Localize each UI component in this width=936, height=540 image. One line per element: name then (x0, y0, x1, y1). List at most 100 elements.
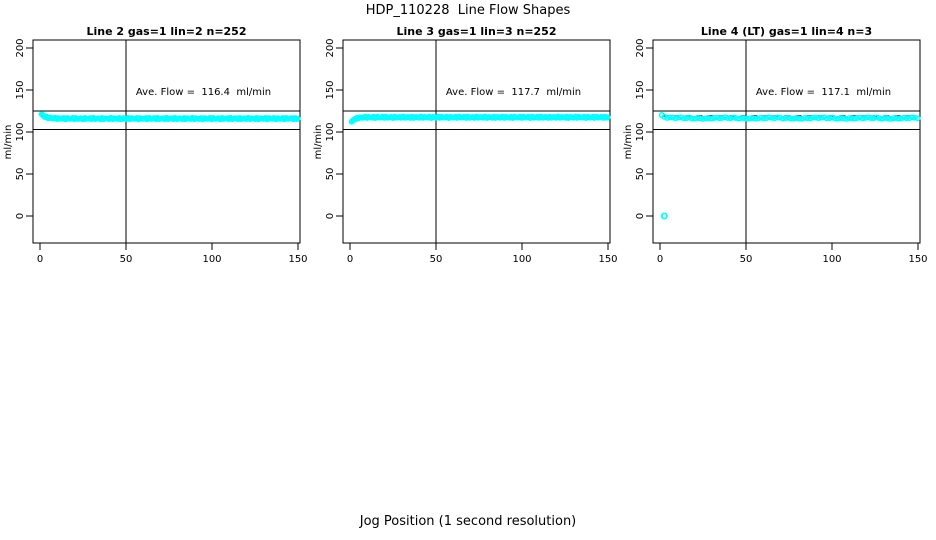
ave-flow-annotation: Ave. Flow = 116.4 ml/min (135, 87, 272, 98)
flow-point (815, 115, 822, 122)
y-tick-label: 200 (325, 38, 336, 57)
panel-line3: Line 3 gas=1 lin=3 n=252 0 50 100 150 0 50 100… (310, 20, 620, 270)
flow-point (768, 114, 775, 121)
x-tick-label: 50 (120, 254, 133, 265)
flow-point (667, 114, 673, 121)
y-tick-label: 0 (635, 213, 646, 219)
flow-point (716, 115, 723, 122)
flow-point (691, 115, 698, 122)
flow-point (895, 115, 902, 122)
ave-flow-annotation: Ave. Flow = 117.7 ml/min (445, 87, 582, 98)
flow-point (694, 115, 701, 122)
flow-point (837, 115, 844, 121)
panel-line4: Line 4 (LT) gas=1 lin=4 n=3 0 50 100 150 0 50… (620, 20, 930, 270)
flow-point (683, 115, 690, 122)
flow-point (870, 115, 877, 122)
flow-point (733, 115, 739, 122)
flow-point (771, 115, 778, 122)
flow-point (722, 114, 728, 121)
flow-point (892, 115, 899, 122)
flow-point (898, 115, 905, 122)
flow-point (812, 114, 819, 121)
flow-point (752, 115, 759, 122)
flow-point (889, 115, 896, 122)
flow-point (744, 115, 750, 122)
flow-point (804, 115, 811, 122)
x-tick-label: 100 (202, 254, 221, 265)
flow-point (755, 115, 761, 122)
x-tick-label: 50 (430, 254, 443, 265)
flow-point (911, 114, 918, 121)
flow-point (782, 115, 789, 122)
y-tick-label: 100 (635, 122, 646, 141)
flow-point (793, 115, 800, 122)
panel-title: Line 4 (LT) gas=1 lin=4 n=3 (700, 25, 873, 38)
flow-point (801, 114, 808, 121)
flow-point (669, 114, 676, 121)
flow-point (766, 114, 772, 121)
plot-area: 0 50 100 150 0 50 100 150 200 (325, 38, 618, 265)
flow-point (749, 115, 756, 122)
flow-point (763, 115, 770, 122)
y-tick-label: 0 (15, 213, 26, 219)
flow-point (697, 115, 704, 122)
y-tick-label: 200 (635, 38, 646, 57)
flow-point (708, 115, 715, 122)
x-axis-label: Jog Position (1 second resolution) (359, 514, 577, 529)
flow-point (705, 115, 712, 122)
flow-point (785, 114, 792, 121)
flow-point (914, 115, 921, 122)
flow-point (700, 115, 706, 122)
flow-point (746, 115, 753, 122)
y-tick-label: 200 (15, 38, 26, 57)
flow-point (711, 115, 717, 121)
flow-point (856, 114, 863, 121)
flow-point (680, 115, 687, 122)
flow-point (848, 115, 855, 122)
y-tick-label: 150 (635, 80, 646, 99)
x-tick-label: 150 (598, 254, 617, 265)
flow-point (713, 114, 720, 121)
flow-point (843, 115, 850, 122)
flow-point (834, 115, 841, 122)
y-tick-label: 50 (325, 168, 336, 181)
x-tick-label: 150 (288, 254, 307, 265)
flow-point (900, 114, 907, 121)
flow-point (689, 115, 695, 122)
x-tick-label: 50 (740, 254, 753, 265)
y-tick-label: 150 (325, 80, 336, 99)
flow-point (735, 115, 742, 122)
x-tick-label: 0 (37, 254, 43, 265)
flow-point (851, 115, 858, 122)
x-tick-label: 100 (512, 254, 531, 265)
flow-point (702, 115, 709, 122)
flow-point (678, 114, 684, 121)
panel-line2: Line 2 gas=1 lin=2 n=252 0 50 100 150 0 50 100… (0, 20, 310, 270)
flow-point (867, 115, 874, 121)
flow-point (686, 114, 693, 121)
plot-area: 0 50 100 150 0 50 100 150 200 (635, 38, 928, 265)
flow-point (294, 115, 301, 122)
plot-area: 0 50 100 150 0 50 100 150 200 (15, 38, 308, 265)
flow-point (832, 115, 839, 122)
flow-point (909, 114, 916, 121)
flow-point (788, 115, 795, 122)
flow-point (821, 114, 828, 121)
flow-point (862, 114, 869, 121)
flow-point (779, 115, 786, 122)
plot-box (652, 39, 921, 244)
y-axis-label: ml/min (313, 124, 324, 160)
flow-point (664, 114, 671, 121)
flow-point (818, 114, 825, 121)
flow-point (859, 115, 866, 122)
y-tick-label: 50 (15, 168, 26, 181)
flow-point (826, 115, 833, 122)
x-tick-label: 0 (347, 254, 353, 265)
flow-point (876, 115, 883, 122)
y-tick-label: 0 (325, 213, 336, 219)
flow-point (845, 115, 852, 122)
flow-point (881, 115, 888, 122)
flow-point (796, 115, 803, 122)
flow-point (878, 115, 885, 122)
